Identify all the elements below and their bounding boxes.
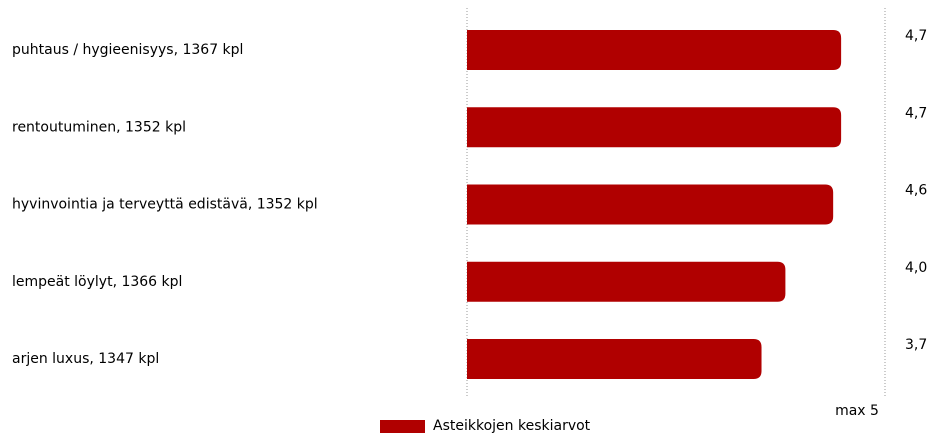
bar (467, 107, 842, 148)
bar (467, 184, 834, 225)
legend-label: Asteikkojen keskiarvot (433, 418, 591, 433)
legend-swatch (380, 420, 425, 433)
category-label: lempeät löylyt, 1366 kpl (12, 274, 182, 290)
value-label: 4,0 (905, 260, 927, 276)
bar (467, 339, 762, 379)
category-label: puhtaus / hygieenisyys, 1367 kpl (12, 42, 243, 58)
value-label: 4,6 (905, 183, 927, 199)
bar (467, 261, 786, 302)
value-label: 3,7 (905, 337, 927, 353)
category-label: arjen luxus, 1347 kpl (12, 351, 159, 367)
x-tick-label: max 5 (835, 403, 879, 419)
value-label: 4,7 (905, 28, 927, 44)
value-label: 4,7 (905, 105, 927, 121)
category-label: rentoutuminen, 1352 kpl (12, 119, 186, 135)
bar (467, 30, 842, 70)
category-label: hyvinvointia ja terveyttä edistävä, 1352… (12, 197, 318, 213)
